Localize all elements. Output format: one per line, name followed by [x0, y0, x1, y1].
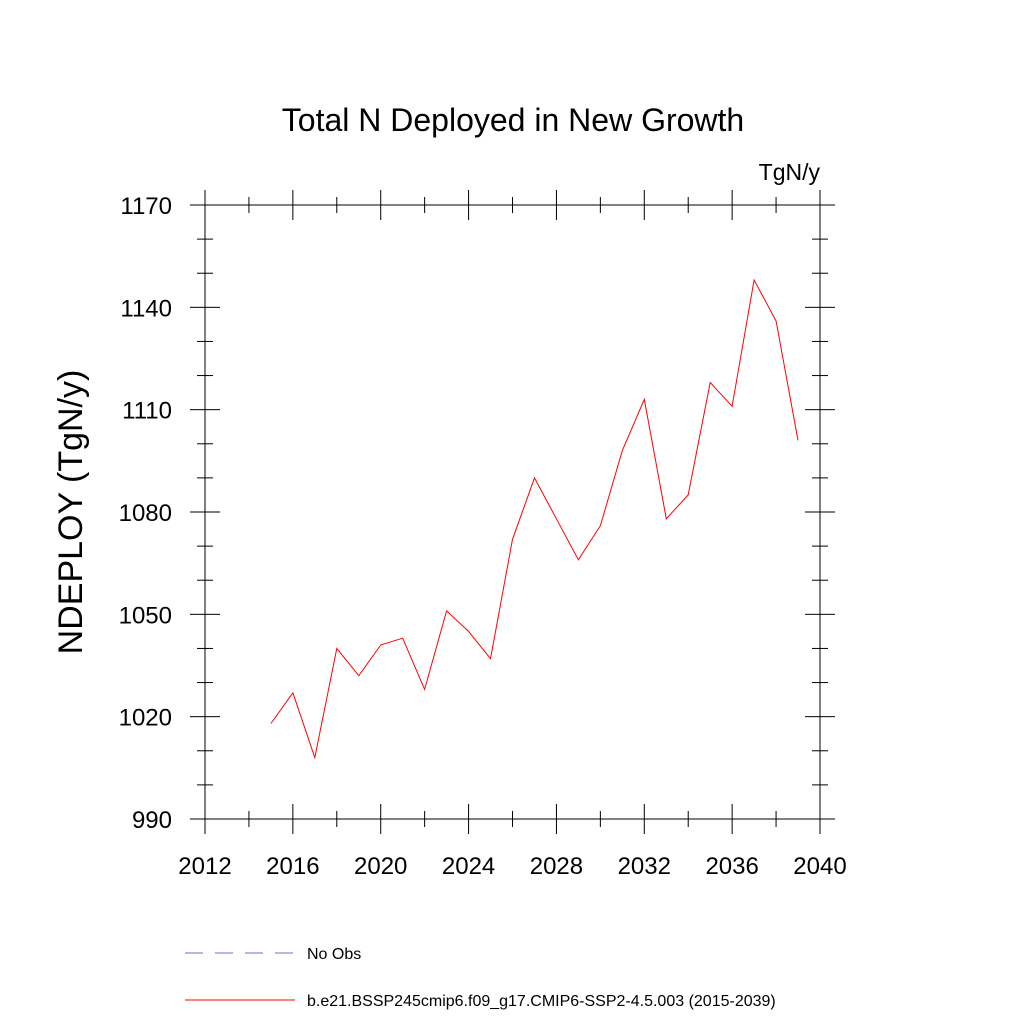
units-label: TgN/y: [759, 159, 821, 185]
legend-label: b.e21.BSSP245cmip6.f09_g17.CMIP6-SSP2-4.…: [307, 993, 776, 1010]
series-line: [270, 278, 799, 760]
legend-label: No Obs: [307, 946, 361, 963]
legend: No Obs b.e21.BSSP245cmip6.f09_g17.CMIP6-S…: [185, 946, 776, 1010]
x-tick-label: 2012: [178, 853, 231, 880]
x-tick-label: 2024: [442, 853, 495, 880]
x-tick-labels: 2012 2016 2020 2024 2028 2032 2036 2040: [178, 853, 846, 880]
y-tick-labels: 990 1020 1050 1080 1110 1140 1170: [119, 193, 172, 834]
series-layer: [270, 278, 799, 760]
axis-ticks: [190, 190, 835, 834]
x-tick-label: 2020: [354, 853, 407, 880]
y-tick-label: 1050: [119, 602, 172, 629]
x-tick-label: 2016: [266, 853, 319, 880]
y-tick-label: 1080: [119, 500, 172, 527]
y-axis-label: NDEPLOY (TgN/y): [52, 370, 90, 655]
y-tick-label: 990: [132, 807, 172, 834]
y-tick-label: 1110: [122, 398, 172, 425]
y-tick-label: 1020: [119, 705, 172, 732]
y-tick-label: 1140: [120, 295, 172, 322]
x-tick-label: 2028: [530, 853, 583, 880]
x-tick-label: 2032: [618, 853, 671, 880]
chart-title: Total N Deployed in New Growth: [282, 102, 744, 138]
plot-frame: [204, 204, 821, 820]
x-tick-label: 2036: [705, 853, 758, 880]
x-tick-label: 2040: [793, 853, 846, 880]
y-tick-label: 1170: [120, 193, 172, 220]
